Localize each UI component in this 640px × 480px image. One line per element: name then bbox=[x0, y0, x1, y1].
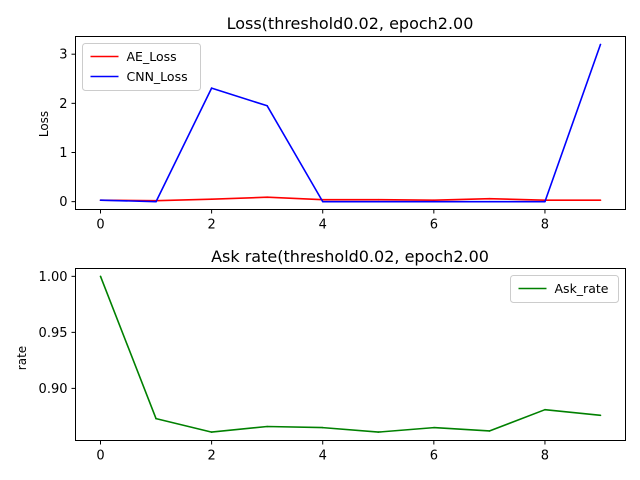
ae-loss-data-point bbox=[377, 198, 380, 201]
loss-y-tick-label: 1 bbox=[59, 146, 67, 161]
ask-rate-data-point bbox=[155, 417, 157, 420]
loss-y-tick-label: 0 bbox=[59, 195, 67, 210]
cnn-loss-legend-label: CNN_Loss bbox=[127, 69, 188, 84]
loss-x-tick-label: 4 bbox=[319, 218, 327, 233]
ask-rate-chart-title: Ask rate(threshold0.02, epoch2.00 bbox=[211, 247, 489, 266]
cnn-loss-data-point bbox=[377, 200, 380, 203]
loss-x-tick-label: 8 bbox=[541, 218, 549, 233]
ask-rate-data-point bbox=[599, 414, 602, 417]
cnn-loss-data-point bbox=[544, 200, 546, 203]
cnn-loss-data-point bbox=[488, 200, 491, 203]
ask-rate-data-point bbox=[488, 430, 491, 432]
loss-chart-title: Loss(threshold0.02, epoch2.00 bbox=[227, 14, 474, 33]
loss-plot-frame bbox=[75, 36, 626, 210]
ae-loss-data-point bbox=[599, 199, 602, 201]
ae-loss-data-point bbox=[433, 199, 435, 201]
cnn-loss-data-point bbox=[433, 200, 435, 203]
ask-rate-y-tick-label: 0.90 bbox=[39, 382, 68, 397]
cnn-loss-data-point bbox=[321, 200, 324, 203]
loss-y-tick-label: 2 bbox=[59, 97, 67, 112]
ae-loss-data-point bbox=[266, 196, 268, 199]
ask-rate-data-point bbox=[266, 425, 268, 428]
ask-rate-series-line bbox=[99, 276, 601, 433]
ae-loss-legend-label: AE_Loss bbox=[127, 49, 177, 64]
ask-rate-data-point bbox=[321, 426, 324, 429]
ask-rate-data-point bbox=[544, 408, 546, 411]
ask-rate-legend-box bbox=[510, 275, 619, 303]
loss-subplot: Loss(threshold0.02, epoch2.00 Loss 0 2 4 6 8… bbox=[37, 14, 626, 233]
loss-y-tick-label: 3 bbox=[59, 48, 67, 63]
loss-x-tick-label: 2 bbox=[207, 218, 215, 233]
ask-rate-data-point bbox=[433, 426, 435, 429]
cnn-loss-data-point bbox=[210, 87, 213, 89]
loss-x-tick-label: 0 bbox=[96, 218, 104, 233]
loss-legend: AE_Loss CNN_Loss bbox=[82, 43, 201, 91]
ask-rate-data-point bbox=[377, 431, 380, 433]
ask-rate-y-tick-label: 0.95 bbox=[39, 326, 68, 341]
loss-x-tick-label: 6 bbox=[430, 218, 438, 233]
ask-rate-plot-frame bbox=[75, 268, 626, 441]
ask-rate-x-tick-label: 2 bbox=[207, 449, 215, 464]
cnn-loss-data-point bbox=[99, 199, 102, 201]
ask-rate-legend-label: Ask_rate bbox=[555, 281, 609, 296]
ask-rate-data-point bbox=[99, 275, 102, 278]
ask-rate-y-axis-label: rate bbox=[15, 346, 29, 370]
ask-rate-x-tick-label: 8 bbox=[541, 449, 549, 464]
ask-rate-data-point bbox=[210, 431, 213, 433]
cnn-loss-series-line bbox=[100, 44, 602, 203]
ask-rate-x-tick-label: 6 bbox=[430, 449, 438, 464]
ae-loss-series-line bbox=[100, 196, 601, 202]
ask-rate-legend: Ask_rate bbox=[510, 275, 619, 303]
ask-rate-x-tick-label: 4 bbox=[319, 449, 327, 464]
ae-loss-data-point bbox=[210, 198, 213, 200]
cnn-loss-data-point bbox=[599, 43, 602, 46]
ask-rate-x-tick-label: 0 bbox=[96, 449, 104, 464]
cnn-loss-data-point bbox=[155, 200, 157, 203]
ask-rate-subplot: Ask rate(threshold0.02, epoch2.00 rate 0… bbox=[15, 247, 626, 464]
ask-rate-y-tick-label: 1.00 bbox=[39, 270, 68, 285]
cnn-loss-data-point bbox=[266, 104, 268, 107]
ae-loss-data-point bbox=[488, 197, 491, 200]
loss-y-axis-label: Loss bbox=[37, 111, 51, 137]
loss-legend-box bbox=[82, 43, 201, 91]
